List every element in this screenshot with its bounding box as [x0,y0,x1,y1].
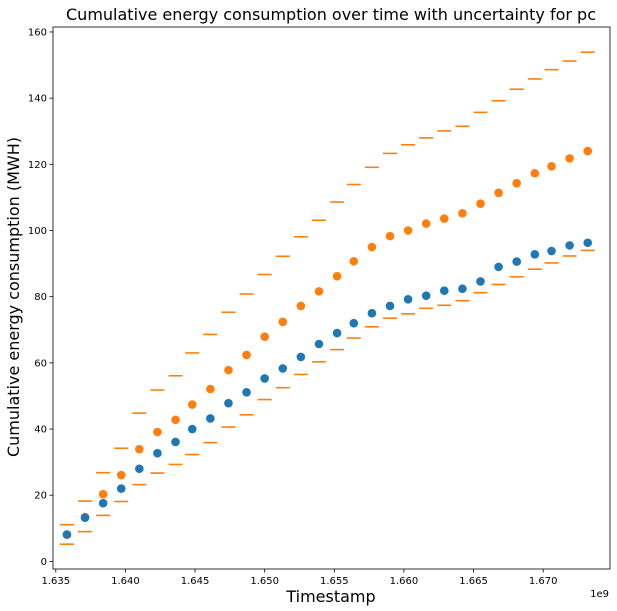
data-point [421,219,431,228]
y-tick-label: 20 [34,491,47,502]
data-point [367,242,377,252]
data-point [224,365,233,375]
data-point [171,415,180,425]
data-point [494,262,503,272]
data-point [187,424,197,434]
data-point [153,448,162,458]
data-point [171,437,180,447]
y-axis-label: Cumulative energy consumption (MWH) [4,137,23,457]
data-point [439,286,449,296]
data-point [224,398,233,408]
data-point [98,498,108,508]
data-point [62,530,72,539]
data-point [242,350,251,360]
data-point [98,489,108,499]
data-point [476,199,485,208]
y-tick-label: 140 [28,94,47,105]
data-point [349,256,359,266]
data-point [314,287,324,296]
data-point [494,188,503,198]
data-point [547,246,556,256]
data-point [296,301,306,311]
data-point [547,162,556,171]
y-tick-label: 100 [28,226,47,237]
data-point [332,328,342,338]
x-tick-label: 1.665 [459,576,488,587]
x-tick-label: 1.655 [320,576,349,587]
data-point [349,318,359,328]
data-point [296,352,306,362]
data-point [512,257,522,266]
data-point [260,374,269,383]
x-tick-label: 1.650 [250,576,279,587]
data-point [385,231,395,241]
data-point [583,238,593,248]
plot-frame [52,26,611,570]
x-tick-label: 1.645 [181,576,210,587]
data-point [206,414,215,423]
data-point [403,226,413,235]
plot-marks [59,51,595,545]
y-tick-label: 160 [28,27,47,38]
data-point [332,271,342,281]
data-point [135,464,144,474]
axes: 1.635 1.640 1.645 1.650 1.655 1.660 1.665 1.670… [28,26,611,587]
data-point [260,332,269,342]
x-axis-label: Timestamp [285,587,375,606]
x-tick-label: 1.660 [390,576,419,587]
y-tick-label: 80 [34,292,47,303]
data-point [583,146,593,156]
data-point [367,308,377,318]
data-point [116,470,126,480]
data-point [458,208,467,218]
x-tick-label: 1.640 [111,576,140,587]
data-point [476,277,485,286]
data-point [116,484,126,493]
y-tick-label: 60 [34,358,47,369]
x-tick-label: 1.670 [529,576,558,587]
data-point [565,241,574,250]
data-point [278,317,288,327]
x-tick-label: 1.635 [41,576,70,587]
x-offset-label: 1e9 [590,589,609,600]
data-point [187,400,197,409]
chart-title: Cumulative energy consumption over time … [66,5,596,24]
y-tick-label: 40 [34,425,47,436]
data-point [135,444,144,454]
data-point [278,364,288,373]
data-point [565,154,574,163]
y-tick-label: 120 [28,160,47,171]
data-point [80,513,90,523]
data-point [242,388,251,397]
data-point [512,178,522,188]
data-point [439,214,449,223]
data-point [385,301,395,311]
data-point [403,295,413,304]
data-point [153,427,162,437]
data-point [530,168,540,178]
data-point [421,291,431,300]
data-point [314,339,324,349]
data-point [530,250,540,259]
data-point [458,284,467,294]
y-tick-label: 0 [41,557,47,568]
data-point [206,384,215,394]
